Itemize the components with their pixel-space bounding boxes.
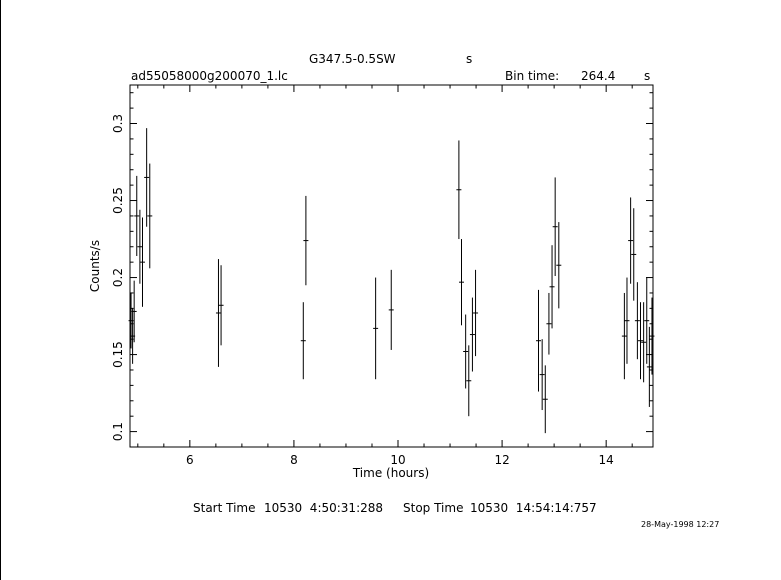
data-point [144, 128, 150, 227]
bin-time-unit: s [644, 69, 651, 83]
data-point [546, 292, 552, 355]
x-tick-label: 8 [290, 453, 298, 467]
data-point [624, 277, 630, 364]
x-axis: 6 8 10 12 14 [137, 85, 633, 467]
source-unit: s [466, 52, 473, 66]
file-name: ad55058000g200070_1.lc [131, 69, 288, 83]
date-stamp: 28-May-1998 12:27 [641, 520, 720, 529]
x-tick-label: 10 [390, 453, 405, 467]
data-point [218, 265, 224, 346]
data-point [631, 208, 637, 301]
data-point [621, 292, 627, 380]
data-point [388, 269, 394, 350]
bin-time-label: Bin time: [505, 69, 560, 83]
data-point [644, 277, 650, 364]
data-point [137, 209, 143, 284]
y-tick-label: 0.2 [111, 268, 125, 287]
data-point [641, 302, 647, 383]
data-points [128, 128, 655, 434]
data-point [634, 282, 640, 360]
stop-time-label: Stop Time [403, 501, 464, 515]
data-point [131, 280, 137, 343]
data-point [628, 197, 634, 284]
data-point [552, 177, 558, 277]
y-tick-label: 0.25 [111, 187, 125, 214]
stop-time-value: 10530 14:54:14:757 [470, 501, 597, 515]
x-axis-label: Time (hours) [352, 466, 429, 480]
data-point [549, 245, 555, 329]
source-title: G347.5-0.5SW [309, 52, 396, 66]
data-point [646, 326, 652, 407]
data-point [147, 163, 153, 269]
data-point [458, 239, 464, 326]
plot-frame [129, 84, 654, 448]
start-time-value: 10530 4:50:31:288 [264, 501, 384, 515]
x-tick-label: 14 [599, 453, 614, 467]
data-point [373, 277, 379, 380]
data-point [456, 140, 462, 240]
y-tick-label: 0.3 [111, 114, 125, 133]
data-point [649, 297, 655, 375]
data-point [466, 345, 472, 417]
data-point [473, 269, 479, 357]
data-point [303, 195, 309, 286]
data-point [469, 297, 475, 372]
bin-time-value: 264.4 [581, 69, 616, 83]
page-left-border [0, 0, 1, 580]
y-axis: 0.1 0.15 0.2 0.25 0.3 [111, 92, 653, 448]
data-point [463, 314, 469, 389]
x-tick-label: 12 [494, 453, 509, 467]
data-point [539, 339, 545, 411]
data-point [300, 302, 306, 380]
data-point [215, 259, 221, 367]
y-axis-label: Counts/s [88, 240, 102, 292]
data-point [134, 175, 140, 256]
data-point [139, 217, 145, 307]
data-point [638, 302, 644, 380]
data-point [536, 289, 542, 392]
start-time-label: Start Time [193, 501, 256, 515]
data-point [556, 222, 562, 309]
data-point [542, 365, 548, 434]
x-tick-label: 6 [186, 453, 194, 467]
y-tick-label: 0.15 [111, 341, 125, 368]
y-tick-label: 0.1 [111, 422, 125, 441]
